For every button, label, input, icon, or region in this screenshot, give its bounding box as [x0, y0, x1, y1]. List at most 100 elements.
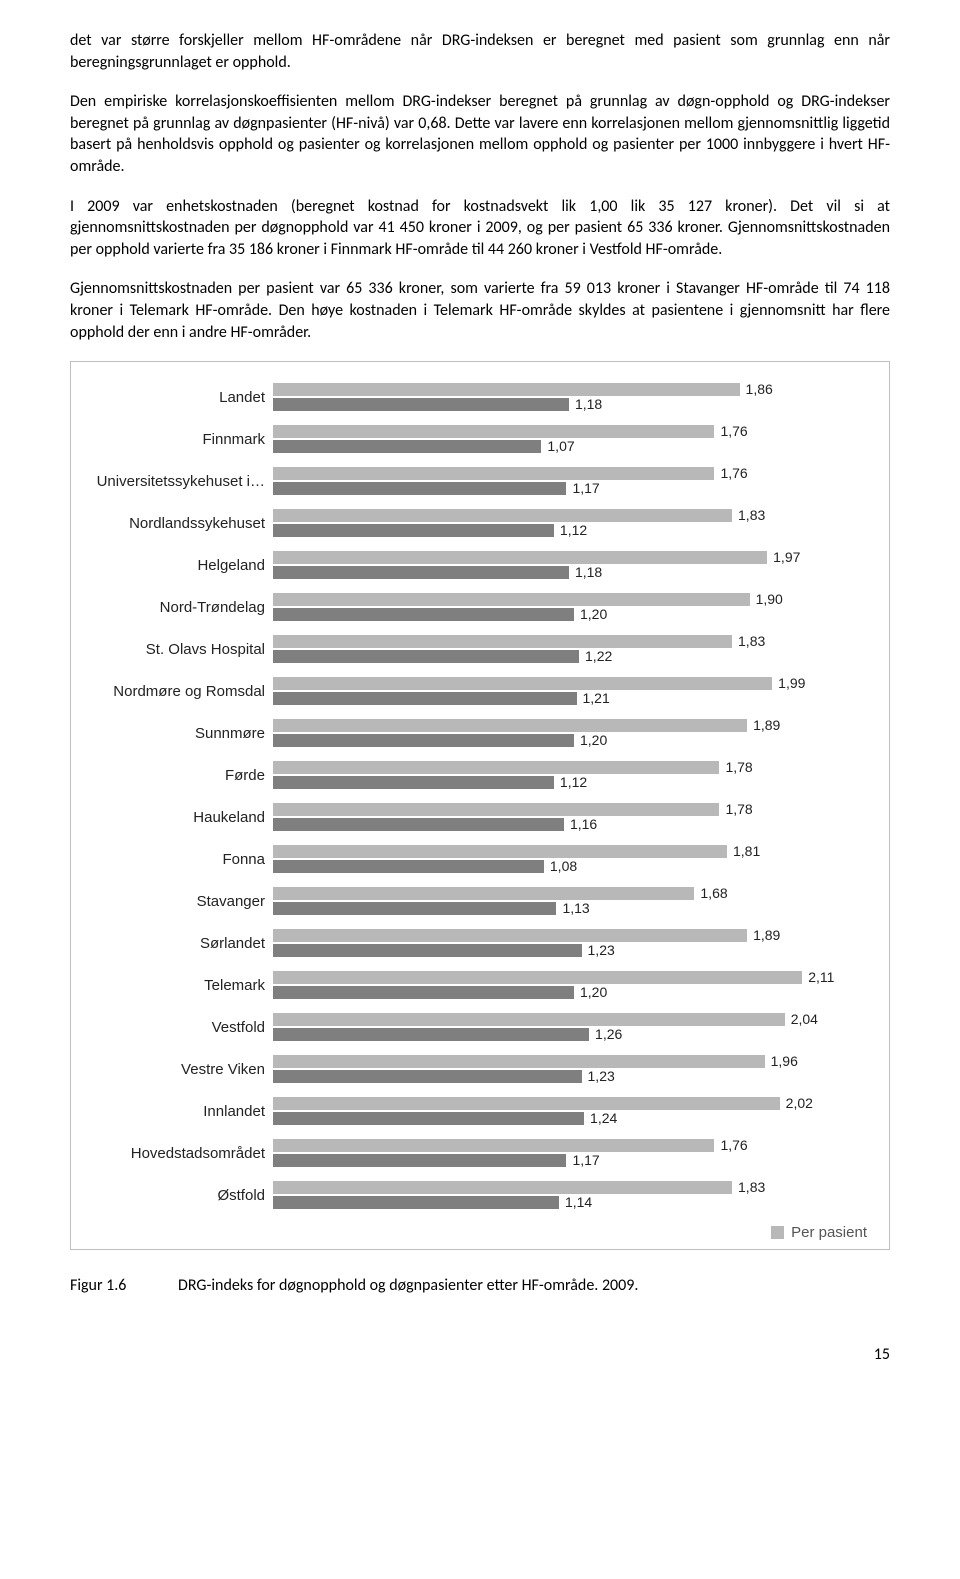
drg-index-chart: Landet1,861,18 Finnmark 1,76 1,07 Universite… — [70, 361, 890, 1250]
bar-top — [273, 845, 727, 858]
category-label: Førde — [85, 767, 273, 784]
bars-cell: 2,021,24 — [273, 1090, 875, 1132]
category-label: Hovedstadsområdet — [85, 1145, 273, 1162]
value-label-top: 1,99 — [778, 676, 805, 690]
bar-top — [273, 971, 802, 984]
bar-top — [273, 1097, 780, 1110]
value-label-bottom: 1,13 — [562, 901, 589, 915]
chart-row: Sørlandet1,891,23 — [85, 922, 875, 964]
value-label-bottom: 1,20 — [580, 607, 607, 621]
bar-bottom — [273, 1196, 559, 1209]
chart-row: Hovedstadsområdet1,761,17 — [85, 1132, 875, 1174]
value-label-top: 1,83 — [738, 508, 765, 522]
figure-caption: Figur 1.6 DRG-indeks for døgnopphold og … — [70, 1276, 890, 1295]
bar-top — [273, 425, 714, 438]
bar-top — [273, 509, 732, 522]
category-label: Sunnmøre — [85, 725, 273, 742]
chart-row: Vestre Viken 1,96 1,23 — [85, 1048, 875, 1090]
bars-cell: 2,11 1,20 — [273, 964, 875, 1006]
paragraph-1: det var større forskjeller mellom HF-omr… — [70, 30, 890, 73]
value-label-top: 1,76 — [720, 466, 747, 480]
category-label: Helgeland — [85, 557, 273, 574]
bar-top — [273, 635, 732, 648]
bar-bottom — [273, 1028, 589, 1041]
chart-row: Stavanger1,681,13 — [85, 880, 875, 922]
bar-top — [273, 551, 767, 564]
bar-bottom — [273, 860, 544, 873]
chart-row: Vestfold2,041,26 — [85, 1006, 875, 1048]
value-label-top: 1,68 — [700, 886, 727, 900]
bar-bottom — [273, 608, 574, 621]
chart-row: Landet1,861,18 — [85, 376, 875, 418]
paragraph-4: Gjennomsnittskostnaden per pasient var 6… — [70, 278, 890, 343]
bars-cell: 1,96 1,23 — [273, 1048, 875, 1090]
category-label: Universitetssykehuset i… — [85, 473, 273, 490]
bar-top — [273, 677, 772, 690]
bar-bottom — [273, 1070, 582, 1083]
bar-top — [273, 1055, 765, 1068]
category-label: Nordlandssykehuset — [85, 515, 273, 532]
bars-cell: 1,97 1,18 — [273, 544, 875, 586]
bar-bottom — [273, 398, 569, 411]
value-label-top: 1,81 — [733, 844, 760, 858]
bars-cell: 1,89 1,23 — [273, 922, 875, 964]
value-label-top: 1,78 — [725, 760, 752, 774]
bars-cell: 1,761,17 — [273, 460, 875, 502]
bar-top — [273, 1013, 785, 1026]
chart-row: Sunnmøre1,891,20 — [85, 712, 875, 754]
bar-top — [273, 887, 694, 900]
bar-bottom — [273, 818, 564, 831]
bar-bottom — [273, 1154, 566, 1167]
category-label: Haukeland — [85, 809, 273, 826]
legend-swatch-per-pasient — [771, 1226, 784, 1239]
value-label-bottom: 1,20 — [580, 985, 607, 999]
bars-cell: 1,861,18 — [273, 376, 875, 418]
chart-row: Nordmøre og Romsdal1,991,21 — [85, 670, 875, 712]
chart-row: Nord-Trøndelag1,901,20 — [85, 586, 875, 628]
bars-cell: 2,041,26 — [273, 1006, 875, 1048]
value-label-bottom: 1,14 — [565, 1195, 592, 1209]
value-label-top: 1,83 — [738, 1180, 765, 1194]
page-number: 15 — [70, 1345, 890, 1364]
bar-bottom — [273, 1112, 584, 1125]
value-label-top: 1,97 — [773, 550, 800, 564]
bar-bottom — [273, 440, 541, 453]
category-label: Finnmark — [85, 431, 273, 448]
bar-top — [273, 593, 750, 606]
value-label-bottom: 1,20 — [580, 733, 607, 747]
value-label-top: 2,11 — [808, 970, 834, 984]
value-label-bottom: 1,08 — [550, 859, 577, 873]
value-label-top: 1,86 — [746, 382, 773, 396]
bars-cell: 1,891,20 — [273, 712, 875, 754]
category-label: Telemark — [85, 977, 273, 994]
chart-row: Haukeland1,781,16 — [85, 796, 875, 838]
chart-row: Universitetssykehuset i…1,761,17 — [85, 460, 875, 502]
value-label-bottom: 1,23 — [588, 943, 615, 957]
bars-cell: 1,761,17 — [273, 1132, 875, 1174]
bar-top — [273, 929, 747, 942]
bar-top — [273, 1181, 732, 1194]
bar-top — [273, 1139, 714, 1152]
bars-cell: 1,83 1,14 — [273, 1174, 875, 1216]
category-label: Vestre Viken — [85, 1061, 273, 1078]
bars-cell: 1,78 1,12 — [273, 754, 875, 796]
value-label-bottom: 1,12 — [560, 775, 587, 789]
chart-row: Østfold1,831,14 — [85, 1174, 875, 1216]
chart-row: Telemark 2,11 1,20 — [85, 964, 875, 1006]
category-label: Fonna — [85, 851, 273, 868]
bar-top — [273, 803, 719, 816]
bar-bottom — [273, 692, 577, 705]
bars-cell: 1,901,20 — [273, 586, 875, 628]
bar-bottom — [273, 482, 566, 495]
value-label-top: 1,83 — [738, 634, 765, 648]
category-label: Vestfold — [85, 1019, 273, 1036]
value-label-bottom: 1,23 — [588, 1069, 615, 1083]
paragraph-2: Den empiriske korrelasjonskoeffisienten … — [70, 91, 890, 177]
chart-row: Førde 1,78 1,12 — [85, 754, 875, 796]
chart-row: Nordlandssykehuset 1,83 1,12 — [85, 502, 875, 544]
value-label-top: 1,89 — [753, 928, 780, 942]
value-label-bottom: 1,12 — [560, 523, 587, 537]
value-label-bottom: 1,18 — [575, 565, 602, 579]
value-label-top: 1,96 — [771, 1054, 798, 1068]
value-label-bottom: 1,07 — [547, 439, 574, 453]
